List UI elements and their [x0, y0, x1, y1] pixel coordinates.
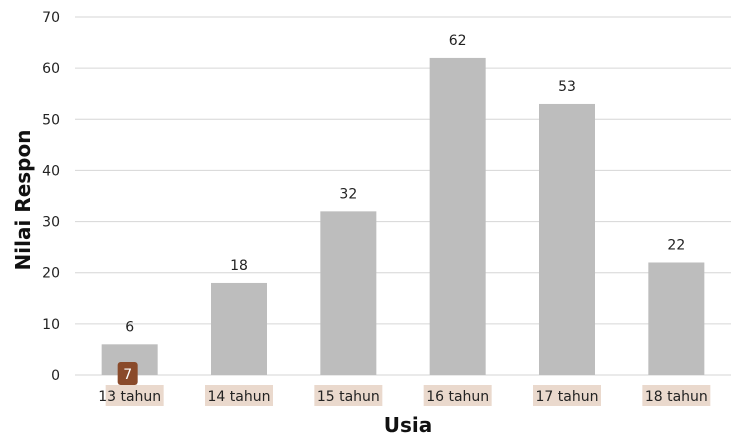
y-tick-label: 60: [42, 61, 60, 77]
x-tick-label: 15 tahun: [317, 389, 380, 405]
category-highlight: [423, 385, 492, 406]
y-tick-label: 40: [42, 163, 60, 179]
data-label: 6: [125, 319, 134, 335]
badge-background: [117, 362, 138, 385]
category-highlight: [205, 385, 273, 406]
category-highlight: [642, 385, 711, 406]
x-axis-title: Usia: [384, 413, 433, 436]
y-tick-label: 50: [42, 112, 60, 128]
y-tick-label: 30: [42, 215, 60, 231]
category-highlight: [314, 385, 383, 406]
x-axis-ticks: 13 tahun 14 tahun 15 tahun 16 tahun 17 tahun…: [98, 385, 711, 406]
data-labels: 6 18 32 62 53 22: [125, 33, 685, 335]
bar: [211, 282, 267, 375]
category-highlight: [105, 385, 164, 406]
bar: [320, 211, 377, 375]
data-label: 22: [667, 237, 685, 253]
bar: [429, 57, 486, 376]
x-tick-label: 13 tahun: [98, 389, 161, 405]
x-tick-label: 17 tahun: [536, 389, 599, 405]
data-label: 62: [449, 33, 467, 49]
x-tick-label: 18 tahun: [645, 389, 708, 405]
gridlines: [75, 16, 731, 376]
badge-text: 7: [123, 367, 132, 383]
x-tick-label: 16 tahun: [426, 389, 489, 405]
data-label: 18: [230, 258, 248, 274]
x-tick-label: 14 tahun: [208, 389, 271, 405]
y-axis-ticks: 0 10 20 30 40 50 60 70: [42, 10, 60, 384]
y-tick-label: 70: [42, 10, 60, 26]
y-tick-label: 20: [42, 266, 60, 282]
category-highlight: [533, 385, 601, 406]
y-axis-title: Nilai Respon: [11, 130, 35, 271]
data-label: 32: [339, 186, 357, 202]
bar: [539, 103, 595, 375]
y-tick-label: 0: [51, 368, 60, 384]
bars: [101, 57, 705, 376]
bar: [648, 262, 705, 375]
data-label: 53: [558, 79, 576, 95]
y-tick-label: 10: [42, 317, 60, 333]
annotation-badge: 7: [117, 362, 138, 385]
